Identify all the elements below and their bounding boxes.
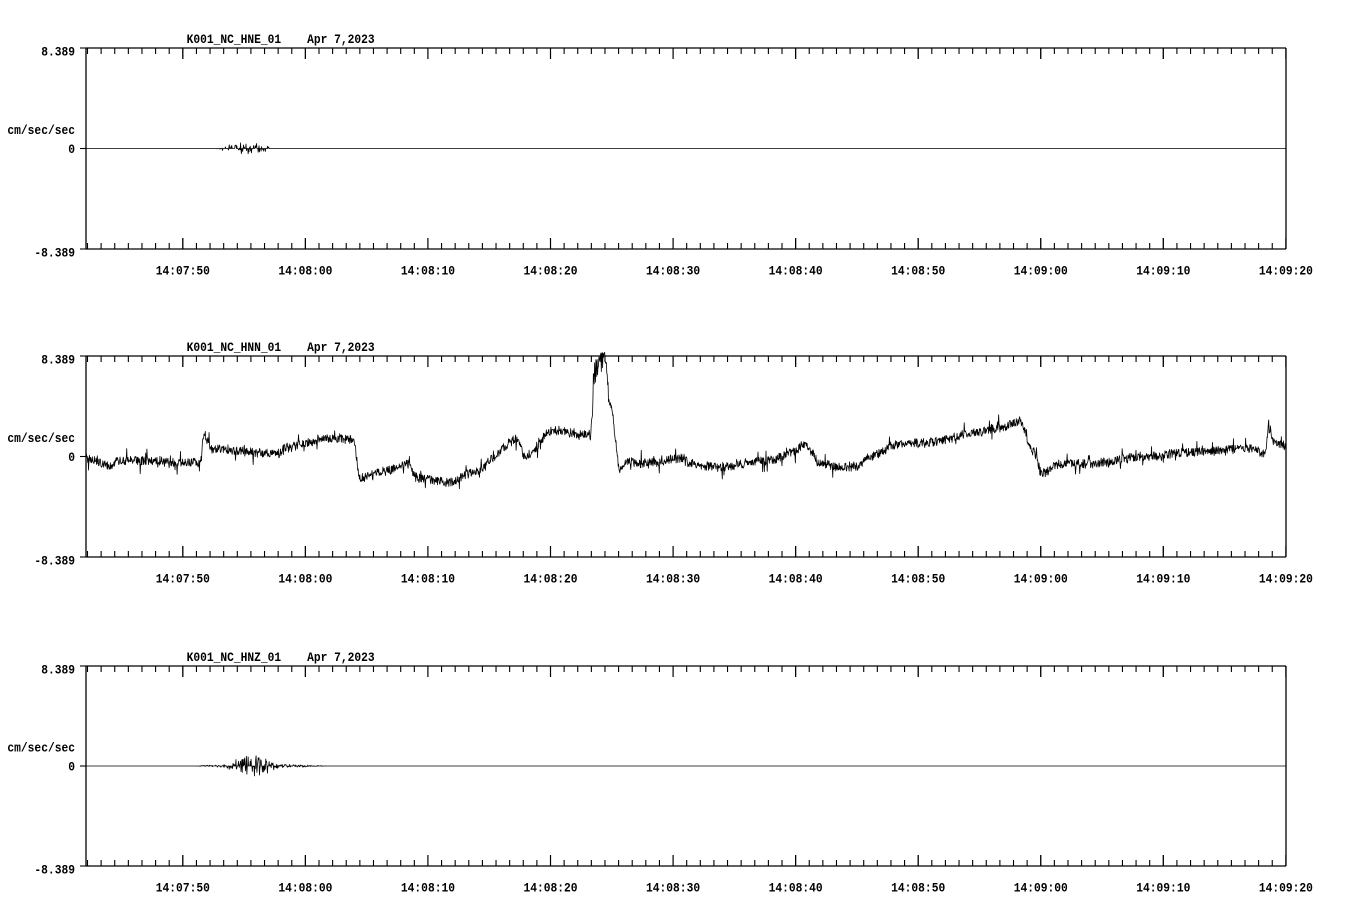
svg-text:14:08:00: 14:08:00 <box>278 265 332 279</box>
svg-text:14:08:30: 14:08:30 <box>646 265 700 279</box>
svg-text:14:09:10: 14:09:10 <box>1136 573 1190 587</box>
svg-text:14:08:00: 14:08:00 <box>278 573 332 587</box>
svg-text:8.389: 8.389 <box>41 46 75 60</box>
svg-text:14:08:40: 14:08:40 <box>769 573 823 587</box>
svg-text:14:09:20: 14:09:20 <box>1259 573 1313 587</box>
svg-text:14:09:00: 14:09:00 <box>1014 882 1068 896</box>
svg-text:14:08:20: 14:08:20 <box>523 882 577 896</box>
svg-text:14:09:20: 14:09:20 <box>1259 265 1313 279</box>
svg-text:14:09:00: 14:09:00 <box>1014 573 1068 587</box>
svg-text:cm/sec/sec: cm/sec/sec <box>7 124 75 138</box>
svg-text:8.389: 8.389 <box>41 354 75 368</box>
svg-text:14:08:10: 14:08:10 <box>401 573 455 587</box>
svg-text:14:08:50: 14:08:50 <box>891 573 945 587</box>
svg-text:14:08:30: 14:08:30 <box>646 882 700 896</box>
svg-text:14:07:50: 14:07:50 <box>156 265 210 279</box>
svg-text:14:08:30: 14:08:30 <box>646 573 700 587</box>
svg-text:14:08:40: 14:08:40 <box>769 882 823 896</box>
svg-text:-8.389: -8.389 <box>34 555 75 569</box>
svg-text:14:08:50: 14:08:50 <box>891 265 945 279</box>
svg-text:K001_NC_HNN_01: K001_NC_HNN_01 <box>187 341 282 355</box>
svg-text:0: 0 <box>68 761 75 775</box>
svg-text:K001_NC_HNE_01: K001_NC_HNE_01 <box>187 33 282 47</box>
svg-text:-8.389: -8.389 <box>34 864 75 878</box>
svg-text:14:07:50: 14:07:50 <box>156 573 210 587</box>
svg-text:cm/sec/sec: cm/sec/sec <box>7 742 75 756</box>
svg-text:14:08:40: 14:08:40 <box>769 265 823 279</box>
svg-text:0: 0 <box>68 451 75 465</box>
svg-text:-8.389: -8.389 <box>34 247 75 261</box>
svg-text:14:08:00: 14:08:00 <box>278 882 332 896</box>
svg-text:Apr 7,2023: Apr 7,2023 <box>307 651 375 665</box>
svg-text:cm/sec/sec: cm/sec/sec <box>7 432 75 446</box>
svg-text:14:08:10: 14:08:10 <box>401 882 455 896</box>
svg-text:14:09:10: 14:09:10 <box>1136 882 1190 896</box>
svg-text:14:09:00: 14:09:00 <box>1014 265 1068 279</box>
svg-text:14:08:20: 14:08:20 <box>523 573 577 587</box>
svg-text:Apr 7,2023: Apr 7,2023 <box>307 33 375 47</box>
svg-text:0: 0 <box>68 143 75 157</box>
svg-text:14:09:10: 14:09:10 <box>1136 265 1190 279</box>
svg-text:K001_NC_HNZ_01: K001_NC_HNZ_01 <box>187 651 282 665</box>
svg-text:14:08:10: 14:08:10 <box>401 265 455 279</box>
svg-text:14:08:20: 14:08:20 <box>523 265 577 279</box>
svg-text:14:09:20: 14:09:20 <box>1259 882 1313 896</box>
svg-text:8.389: 8.389 <box>41 664 75 678</box>
svg-text:Apr 7,2023: Apr 7,2023 <box>307 341 375 355</box>
svg-text:14:07:50: 14:07:50 <box>156 882 210 896</box>
svg-text:14:08:50: 14:08:50 <box>891 882 945 896</box>
